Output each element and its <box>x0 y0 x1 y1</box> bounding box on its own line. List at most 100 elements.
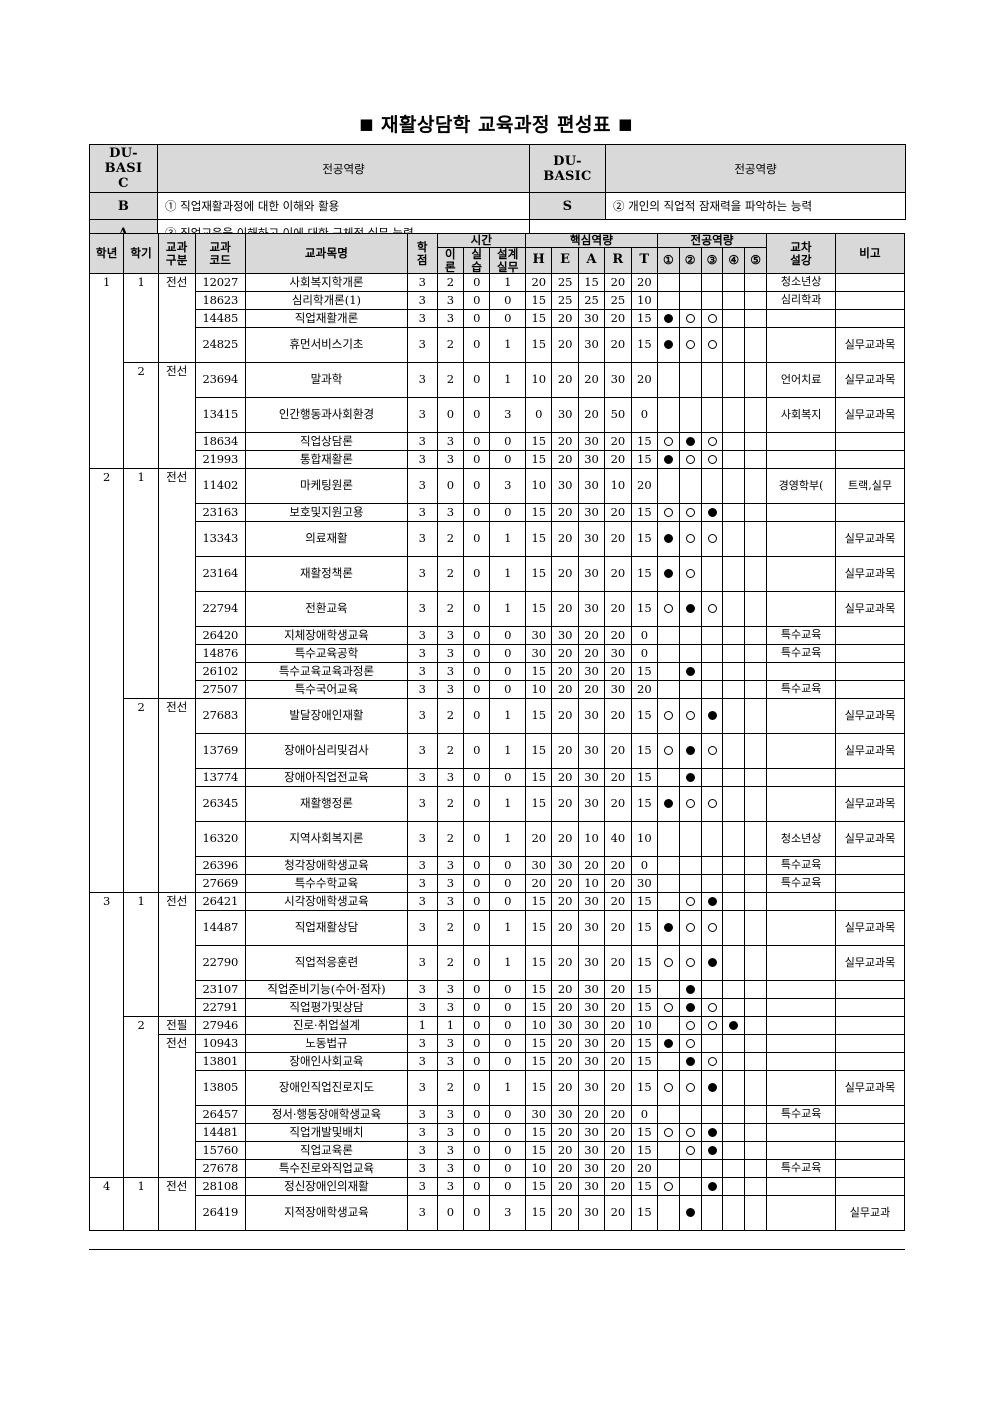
filled-circle-icon <box>685 1056 695 1066</box>
th-core-group: 핵심역량 <box>525 232 659 249</box>
legend-left-header: DU-BASI C <box>89 144 158 193</box>
cell-practice: 0 <box>463 450 491 470</box>
cell-core-h: 20 <box>525 874 553 894</box>
cell-practice: 0 <box>463 644 491 664</box>
cell-major-3 <box>700 892 724 912</box>
th-semester: 학기 <box>123 232 159 275</box>
cell-credit: 3 <box>406 1141 438 1161</box>
cell-design: 1 <box>489 733 527 770</box>
cell-course-code: 11402 <box>194 468 247 505</box>
cell-major-3 <box>700 591 724 628</box>
cell-theory: 3 <box>436 1141 465 1161</box>
cell-theory: 3 <box>436 626 465 646</box>
th-major-1: ① <box>657 247 680 275</box>
cell-major-5 <box>744 874 768 894</box>
cell-core-e: 20 <box>551 644 579 664</box>
cell-course-name: 노동법규 <box>245 1034 408 1054</box>
cell-course-name: 보호및지원고용 <box>245 503 408 523</box>
cell-core-a: 30 <box>577 591 606 628</box>
table-row: 18634 직업상담론 3 3 0 0 15 20 30 20 15 <box>90 432 905 452</box>
cell-major-2 <box>678 556 702 593</box>
cell-design: 0 <box>489 432 527 452</box>
cell-major-3 <box>700 1034 724 1054</box>
cell-major-5 <box>744 733 768 770</box>
cell-theory: 2 <box>436 591 465 628</box>
cell-core-t: 15 <box>630 1177 659 1197</box>
cell-core-t: 15 <box>630 1195 659 1232</box>
cell-major-2 <box>678 874 702 894</box>
title-text: 재활상담학 교육과정 편성표 <box>381 114 611 136</box>
cell-major-3 <box>700 309 724 329</box>
open-circle-icon <box>685 1145 695 1155</box>
cell-major-4 <box>722 821 746 858</box>
cell-core-e: 20 <box>551 662 579 682</box>
cell-major-4 <box>722 662 746 682</box>
cell-major-4 <box>722 273 746 293</box>
cell-major-5 <box>744 662 768 682</box>
cell-core-e: 20 <box>551 945 579 982</box>
filled-circle-icon <box>685 772 695 782</box>
cell-practice: 0 <box>463 733 491 770</box>
cell-core-a: 10 <box>577 874 606 894</box>
legend-left-header-line2: C <box>118 176 129 191</box>
cell-course-name: 정신장애인의재활 <box>245 1177 408 1197</box>
cell-core-a: 30 <box>577 910 606 947</box>
cell-core-r: 20 <box>604 626 632 646</box>
cell-year: 2 <box>88 468 125 894</box>
cell-cross-listing <box>766 591 836 628</box>
table-row: 14487 직업재활상담 3 2 0 1 15 20 30 20 15 실무교과목 <box>90 910 905 947</box>
cell-practice: 0 <box>463 591 491 628</box>
cell-credit: 3 <box>406 1105 438 1125</box>
cell-major-5 <box>744 521 768 558</box>
th-core-h: H <box>525 247 553 275</box>
cell-core-e: 20 <box>551 998 579 1018</box>
cell-cross-listing <box>766 1052 836 1072</box>
cell-core-e: 20 <box>551 327 579 364</box>
cell-major-1 <box>657 521 680 558</box>
cell-core-r: 20 <box>604 1105 632 1125</box>
cell-major-3 <box>700 503 724 523</box>
cell-core-t: 15 <box>630 503 659 523</box>
cell-major-2 <box>678 821 702 858</box>
cell-core-e: 20 <box>551 450 579 470</box>
cell-major-3 <box>700 1105 724 1125</box>
cell-core-r: 20 <box>604 521 632 558</box>
cell-major-1 <box>657 662 680 682</box>
open-circle-icon <box>685 454 695 464</box>
cell-major-4 <box>722 698 746 735</box>
cell-major-4 <box>722 1141 746 1161</box>
cell-major-2 <box>678 680 702 700</box>
filled-circle-icon <box>685 984 695 994</box>
cell-core-t: 15 <box>630 698 659 735</box>
cell-theory: 3 <box>436 680 465 700</box>
cell-cross-listing <box>766 892 836 912</box>
cell-major-4 <box>722 291 746 311</box>
cell-major-3 <box>700 680 724 700</box>
cell-course-name: 직업교육론 <box>245 1141 408 1161</box>
cell-remark: 실무교과목 <box>835 327 905 364</box>
cell-core-e: 20 <box>551 309 579 329</box>
cell-course-name: 특수진로와직업교육 <box>245 1159 408 1179</box>
open-circle-icon <box>707 923 717 933</box>
cell-major-5 <box>744 698 768 735</box>
cell-core-t: 10 <box>630 291 659 311</box>
cell-cross-listing <box>766 556 836 593</box>
table-row: 22794 전환교육 3 2 0 1 15 20 30 20 15 실무교과목 <box>90 591 905 628</box>
cell-core-r: 30 <box>604 680 632 700</box>
cell-major-3 <box>700 945 724 982</box>
cell-cross-listing <box>766 1070 836 1107</box>
cell-theory: 3 <box>436 503 465 523</box>
open-circle-icon <box>685 923 695 933</box>
filled-circle-icon <box>707 1083 717 1093</box>
cell-credit: 3 <box>406 662 438 682</box>
cell-major-2 <box>678 698 702 735</box>
cell-core-e: 20 <box>551 1159 579 1179</box>
table-header: 학년 학기 교과 구분 교과 코드 교과목명 학 점 시간 핵심역량 전공역량 <box>88 232 905 275</box>
cell-major-3 <box>700 1016 724 1036</box>
cell-major-2 <box>678 468 702 505</box>
cell-core-r: 20 <box>604 856 632 876</box>
cell-practice: 0 <box>463 998 491 1018</box>
cell-major-3 <box>700 874 724 894</box>
open-circle-icon <box>707 436 717 446</box>
cell-design: 0 <box>489 892 527 912</box>
